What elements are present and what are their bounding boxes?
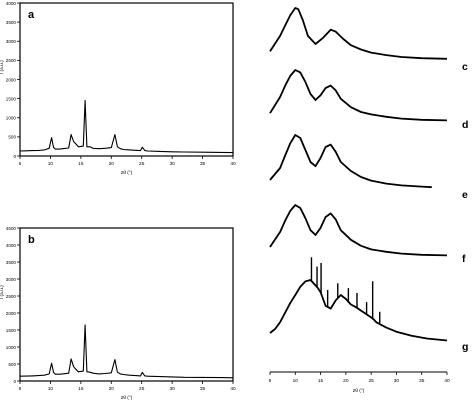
x-tick-label: 10 xyxy=(48,386,54,392)
panel-a: 0 500 1000 1500 2000 2500 3000 3500 4000 5 10 15 20 2… xyxy=(0,1,236,176)
y-tick-label: 3000 xyxy=(6,277,17,282)
y-tick-label: 4000 xyxy=(6,1,17,6)
x-axis-label: 2θ (°) xyxy=(121,395,133,401)
x-tick-label: 20 xyxy=(109,386,115,392)
x-tick-label: 40 xyxy=(230,161,236,167)
x-tick-label: 35 xyxy=(200,386,206,392)
x-tick-label: 40 xyxy=(230,386,236,392)
x-axis-label: 2θ (°) xyxy=(121,170,133,176)
y-tick-label: 2500 xyxy=(6,294,17,299)
y-tick-label: 1000 xyxy=(6,116,17,121)
curve-label-d: d xyxy=(462,119,468,131)
curve-g xyxy=(269,279,448,342)
x-tick-label: 30 xyxy=(394,378,400,384)
x-tick-label: 30 xyxy=(169,161,175,167)
plot-frame xyxy=(19,2,234,157)
panel-b: 0 500 1000 1500 2000 2500 3000 3500 4000 4500 5 10 1… xyxy=(0,226,236,401)
x-tick-label: 5 xyxy=(19,386,22,392)
y-tick-label: 0 xyxy=(13,154,16,159)
y-tick-label: 3000 xyxy=(6,39,17,44)
x-tick-label: 40 xyxy=(444,378,450,384)
y-axis-label: I (a.u.) xyxy=(0,60,5,74)
panel-label: b xyxy=(28,234,35,246)
x-tick-label: 25 xyxy=(368,378,374,384)
x-tick-label: 5 xyxy=(269,378,272,384)
x-tick-label: 15 xyxy=(318,378,324,384)
x-tick-label: 20 xyxy=(109,161,115,167)
y-tick-label: 1000 xyxy=(6,345,17,350)
y-tick-label: 500 xyxy=(8,135,16,140)
curve-e xyxy=(269,134,432,189)
y-tick-label: 2000 xyxy=(6,77,17,82)
y-tick-label: 2500 xyxy=(6,58,17,63)
curve-label-g: g xyxy=(462,341,468,353)
x-tick-label: 35 xyxy=(419,378,425,384)
y-tick-label: 1500 xyxy=(6,328,17,333)
y-tick-label: 4000 xyxy=(6,243,17,248)
x-tick-label: 25 xyxy=(139,161,145,167)
x-tick-label: 15 xyxy=(78,386,84,392)
x-tick-label: 10 xyxy=(48,161,54,167)
curve-label-c: c xyxy=(462,61,468,73)
diffraction-line xyxy=(19,324,234,379)
y-tick-label: 3500 xyxy=(6,260,17,265)
y-tick-label: 2000 xyxy=(6,311,17,316)
plot-frame xyxy=(19,227,234,382)
x-tick-label: 25 xyxy=(139,386,145,392)
x-tick-label: 35 xyxy=(200,161,206,167)
curve-c xyxy=(269,7,448,60)
x-axis-label: 2θ (°) xyxy=(353,388,365,394)
curve-d xyxy=(269,69,448,122)
y-tick-label: 4500 xyxy=(6,226,17,231)
y-tick-label: 0 xyxy=(13,379,16,384)
curve-f xyxy=(269,204,448,257)
x-tick-label: 10 xyxy=(293,378,299,384)
curve-label-e: e xyxy=(462,189,468,201)
x-tick-label: 20 xyxy=(343,378,349,384)
y-tick-label: 500 xyxy=(8,362,16,367)
diffraction-line xyxy=(19,99,234,154)
panel-label: a xyxy=(28,9,35,21)
x-tick-label: 5 xyxy=(19,161,22,167)
x-tick-label: 15 xyxy=(78,161,84,167)
panel-c-to-g: c d e f g 5 10 15 20 25 30 35 40 2θ (°) xyxy=(269,7,468,394)
y-axis-label: I (a.u.) xyxy=(0,285,5,299)
curve-label-f: f xyxy=(462,253,466,265)
y-tick-label: 1500 xyxy=(6,96,17,101)
y-tick-label: 3500 xyxy=(6,20,17,25)
x-tick-label: 30 xyxy=(169,386,175,392)
